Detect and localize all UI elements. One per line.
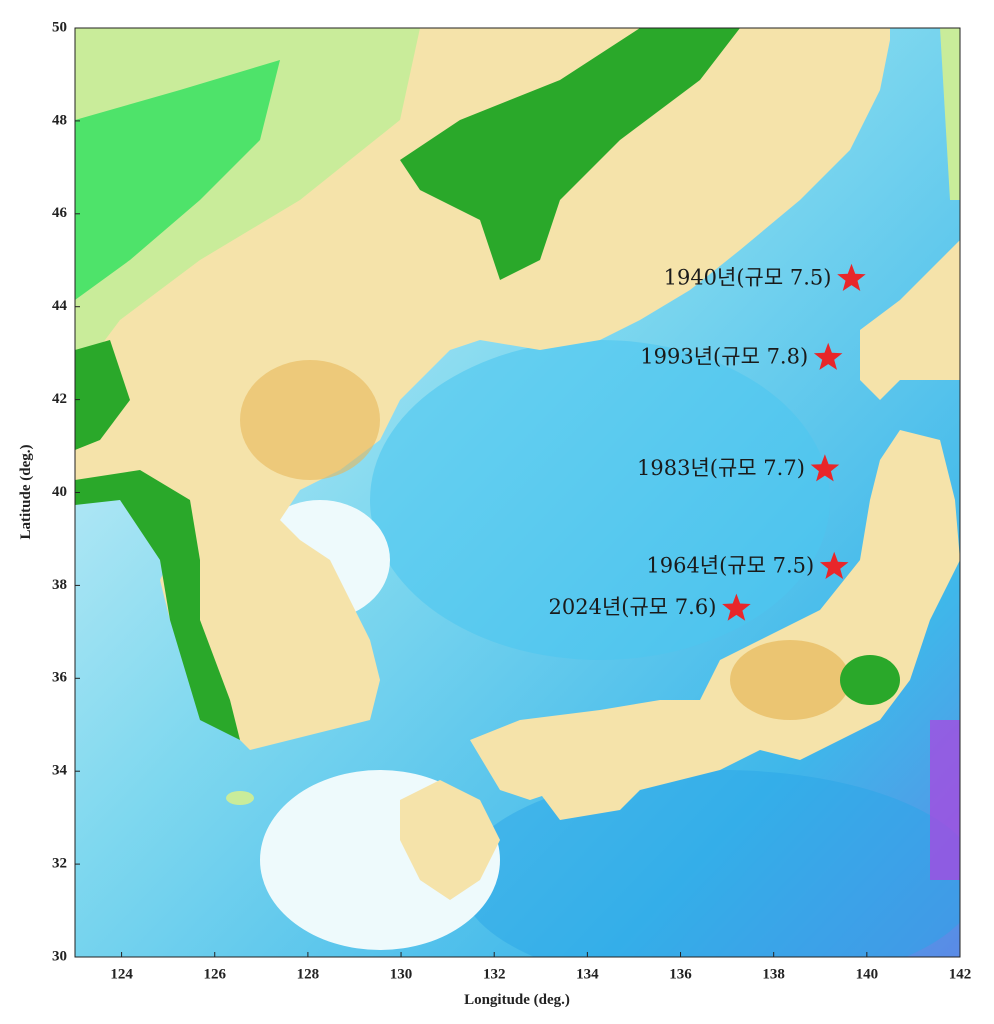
earthquake-star xyxy=(810,454,840,482)
y-tick-label: 34 xyxy=(52,763,68,779)
x-tick-label: 142 xyxy=(949,966,972,982)
y-tick-label: 42 xyxy=(52,391,67,407)
x-tick-label: 140 xyxy=(856,966,879,982)
plain xyxy=(75,470,240,740)
earthquake-star xyxy=(837,263,866,291)
kyushu xyxy=(400,780,500,900)
map-background xyxy=(75,28,960,957)
y-tick-label: 46 xyxy=(52,205,68,221)
x-tick-label: 134 xyxy=(576,966,599,982)
shikoku xyxy=(530,770,640,820)
earthquake-label: 1940년(규모 7.5) xyxy=(664,265,832,289)
earthquake-label: 1983년(규모 7.7) xyxy=(637,456,805,480)
y-tick-label: 50 xyxy=(52,19,67,35)
trench xyxy=(930,720,960,880)
honshu xyxy=(470,430,960,800)
x-tick-label: 124 xyxy=(110,966,133,982)
plain xyxy=(75,340,130,450)
jeju xyxy=(226,791,254,805)
y-tick-label: 32 xyxy=(52,856,67,872)
x-tick-label: 126 xyxy=(203,966,226,982)
y-tick-label: 44 xyxy=(52,298,68,314)
earthquake-label: 1964년(규모 7.5) xyxy=(646,553,814,577)
earthquake-label: 2024년(규모 7.6) xyxy=(549,595,717,619)
highland xyxy=(730,640,850,720)
sea-basin xyxy=(370,340,830,660)
y-tick-label: 36 xyxy=(52,670,68,686)
hokkaido xyxy=(860,240,960,400)
y-tick-label: 38 xyxy=(52,577,67,593)
y-tick-label: 40 xyxy=(52,484,67,500)
x-tick-label: 128 xyxy=(297,966,320,982)
x-tick-label: 132 xyxy=(483,966,506,982)
plain xyxy=(400,28,740,280)
y-axis-title: Latitude (deg.) xyxy=(18,445,34,540)
x-axis-title: Longitude (deg.) xyxy=(464,992,570,1008)
earthquake-star xyxy=(722,593,751,621)
x-tick-label: 130 xyxy=(390,966,413,982)
plain xyxy=(75,60,280,300)
plain xyxy=(840,655,900,705)
earthquake-label: 1993년(규모 7.8) xyxy=(640,344,808,368)
x-tick-label: 138 xyxy=(762,966,785,982)
y-tick-label: 30 xyxy=(52,948,67,964)
highland xyxy=(240,360,380,480)
earthquake-star xyxy=(813,342,843,370)
x-tick-label: 136 xyxy=(669,966,692,982)
sea-basin xyxy=(460,770,960,957)
sakhalin xyxy=(940,28,960,200)
earthquake-star xyxy=(820,551,849,579)
y-tick-label: 48 xyxy=(52,112,67,128)
